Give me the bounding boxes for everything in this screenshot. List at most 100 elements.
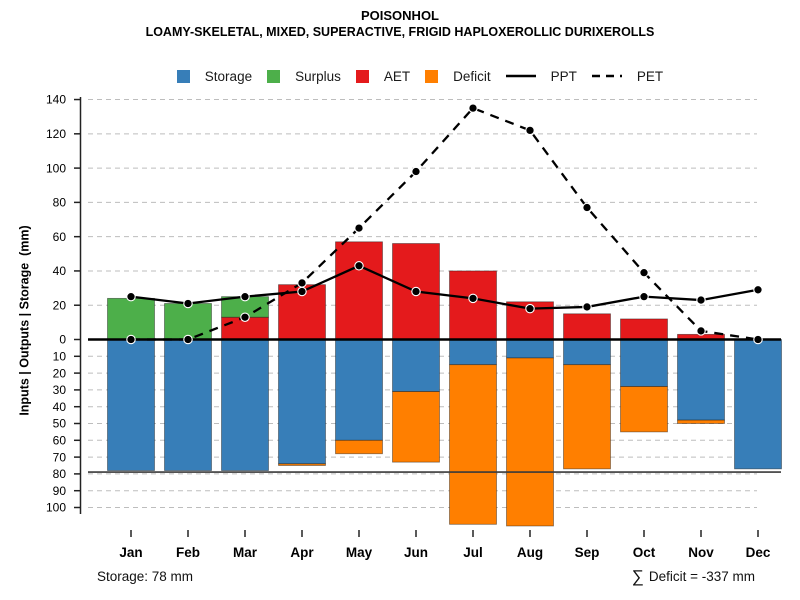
pet-point-jul [468, 103, 478, 113]
ppt-point-oct [639, 291, 649, 302]
y-tick-label-100: 100 [46, 161, 66, 175]
x-label-jun: Jun [404, 545, 428, 560]
y-tick-label-30: 30 [53, 383, 67, 397]
bar-storage-oct [620, 339, 668, 387]
pet-point-dec [753, 334, 763, 345]
y-tick-label-40: 40 [53, 400, 67, 414]
bar-deficit-jun [392, 391, 440, 463]
pet-point-feb [183, 334, 193, 345]
bar-deficit-oct [620, 386, 668, 433]
x-label-sep: Sep [575, 545, 600, 560]
deficit-sum-annotation: ∑ Deficit = -337 mm [455, 567, 755, 587]
legend-item-pet: PET [591, 68, 664, 84]
ppt-point-sep [582, 302, 592, 312]
y-tick-label-60: 60 [53, 230, 67, 244]
deficit-sum-text: Deficit = -337 mm [648, 569, 755, 584]
bar-storage-may [335, 339, 383, 441]
ppt-point-jul [468, 293, 478, 304]
chart-subtitle: LOAMY-SKELETAL, MIXED, SUPERACTIVE, FRIG… [145, 25, 655, 39]
bar-storage-jan [107, 339, 155, 471]
chart-title: POISONHOL [360, 8, 439, 23]
y-tick-label-20: 20 [53, 366, 67, 380]
sigma-symbol: ∑ [631, 567, 644, 586]
ppt-line [130, 264, 759, 310]
legend-label-ppt: PPT [550, 68, 577, 84]
y-tick-label-50: 50 [53, 417, 67, 431]
ppt-point-aug [525, 303, 535, 314]
chart-legend: Storage Surplus AET Deficit PPT PET [40, 66, 800, 86]
x-label-jul: Jul [463, 545, 483, 560]
y-tick-label-120: 120 [46, 127, 66, 141]
y-tick-label-70: 70 [53, 450, 67, 464]
legend-swatch-aet-icon [355, 69, 369, 83]
bar-storage-dec [734, 339, 782, 470]
y-tick-label-40: 40 [53, 264, 67, 278]
bar-storage-aug [506, 339, 554, 359]
y-tick-label-80: 80 [53, 467, 67, 481]
bar-aet-sep [563, 313, 611, 340]
x-label-apr: Apr [290, 545, 314, 560]
pet-line [131, 106, 759, 341]
y-tick-label-140: 140 [46, 93, 66, 107]
ppt-point-mar [240, 291, 250, 302]
legend-swatch-pet-icon [591, 74, 622, 78]
ppt-point-jan [126, 291, 136, 302]
bar-storage-apr [278, 339, 326, 465]
pet-point-oct [639, 267, 649, 278]
x-label-jan: Jan [119, 545, 142, 560]
bar-deficit-jul [449, 364, 497, 525]
x-label-aug: Aug [517, 545, 543, 560]
legend-label-surplus: Surplus [295, 68, 341, 84]
pet-point-mar [240, 312, 250, 322]
x-label-feb: Feb [176, 545, 200, 560]
bar-aet-oct [620, 318, 668, 340]
bar-deficit-sep [563, 364, 611, 470]
y-tick-label-90: 90 [53, 484, 67, 498]
y-tick-label-60: 60 [53, 434, 67, 448]
legend-item-ppt: PPT [505, 68, 577, 84]
bar-deficit-aug [506, 357, 554, 527]
legend-swatch-ppt-icon [505, 74, 536, 78]
ppt-point-apr [297, 286, 307, 297]
bar-deficit-nov [677, 419, 725, 424]
pet-point-jun [411, 166, 421, 177]
y-tick-label-10: 10 [53, 350, 67, 364]
legend-label-storage: Storage [204, 68, 253, 84]
x-label-nov: Nov [688, 545, 714, 560]
ppt-point-nov [696, 295, 706, 305]
x-label-oct: Oct [633, 545, 656, 560]
bar-surplus-jan [107, 297, 155, 340]
pet-point-sep [582, 202, 592, 213]
bar-deficit-apr [278, 463, 326, 466]
legend-swatch-deficit-icon [425, 69, 439, 83]
bar-storage-jun [392, 339, 440, 392]
legend-label-aet: AET [383, 68, 411, 84]
y-tick-label-80: 80 [53, 196, 67, 210]
x-label-dec: Dec [746, 545, 771, 560]
bar-storage-mar [221, 339, 269, 471]
legend-swatch-storage-icon [176, 69, 190, 83]
x-label-mar: Mar [233, 545, 258, 560]
x-label-may: May [346, 545, 373, 560]
legend-label-pet: PET [636, 68, 664, 84]
legend-item-storage: Storage [176, 68, 253, 84]
bar-storage-nov [677, 339, 725, 421]
legend-item-surplus: Surplus [267, 69, 341, 84]
bar-storage-sep [563, 339, 611, 366]
ppt-point-may [354, 261, 364, 271]
pet-point-jan [126, 334, 136, 345]
bar-aet-may [335, 241, 383, 340]
bar-deficit-may [335, 439, 383, 455]
pet-point-nov [696, 326, 706, 336]
bar-surplus-feb [164, 303, 212, 340]
pet-point-apr [297, 278, 307, 288]
y-tick-label-0: 0 [59, 333, 66, 347]
legend-item-aet: AET [355, 68, 411, 84]
bar-storage-jul [449, 339, 497, 366]
legend-swatch-surplus-icon [267, 69, 281, 83]
ppt-point-feb [183, 298, 193, 309]
ppt-point-dec [753, 285, 763, 295]
y-tick-label-100: 100 [46, 501, 66, 515]
